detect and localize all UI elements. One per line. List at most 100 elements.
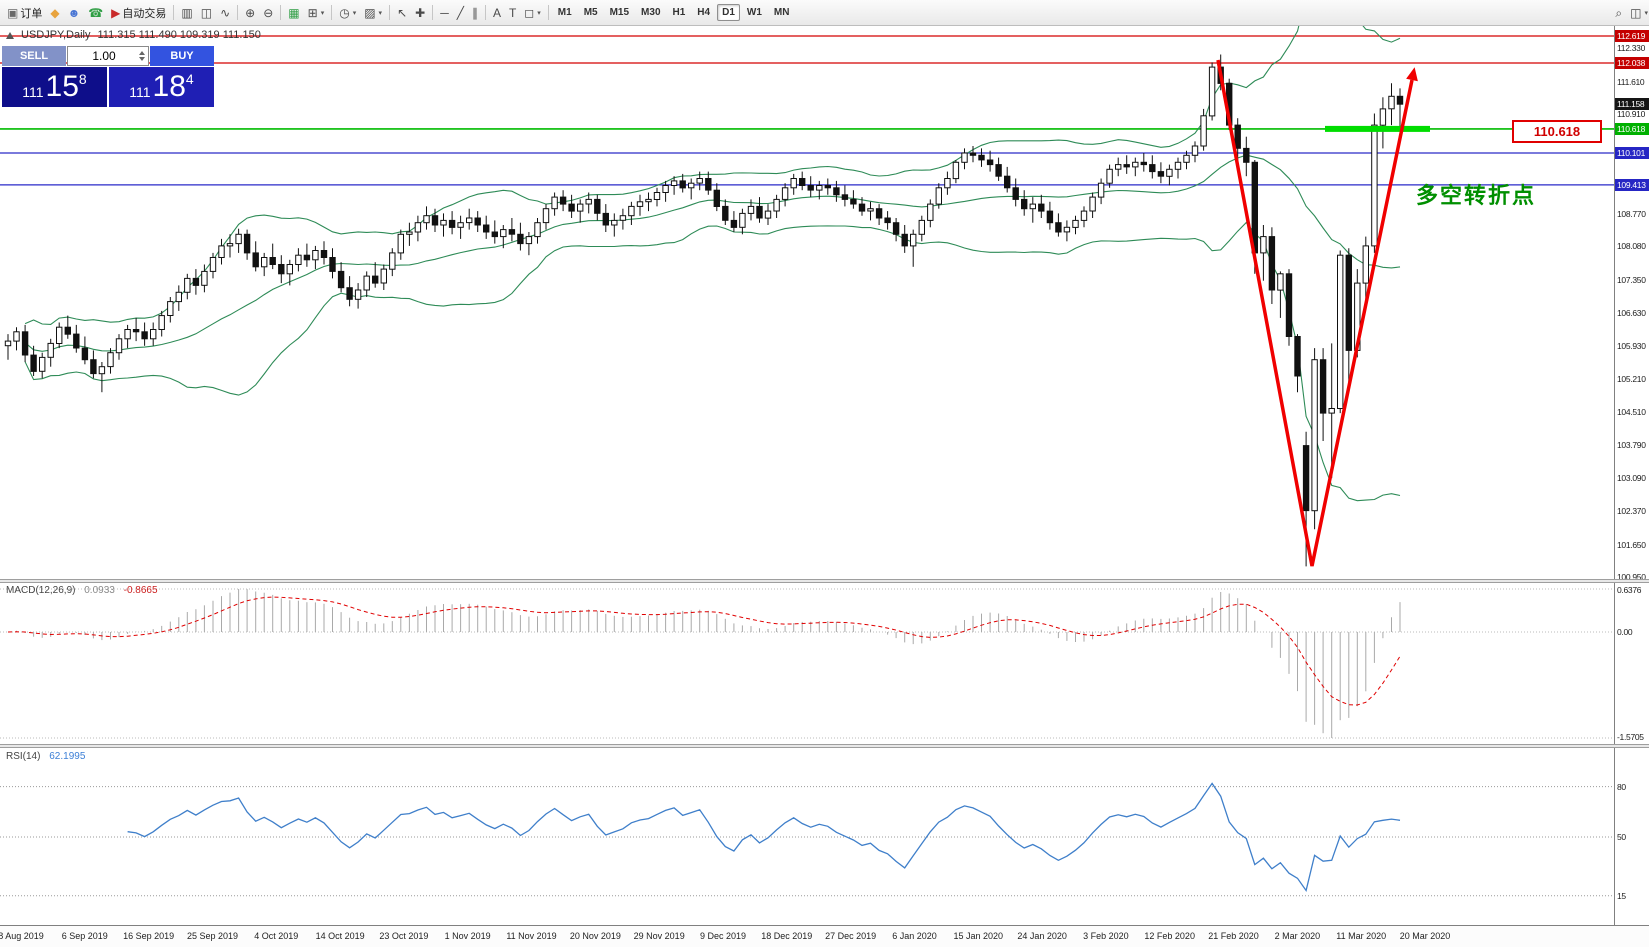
horizontal-line-icon: ─ <box>440 5 449 20</box>
time-axis-label: 29 Nov 2019 <box>633 931 685 941</box>
volume-up-icon[interactable] <box>139 51 145 55</box>
period-selector-button[interactable]: ◷ ▾ <box>336 5 359 21</box>
rsi-value: 62.1995 <box>49 751 86 762</box>
buy-price-display[interactable]: 111 18 4 <box>109 67 214 107</box>
price-axis-label: 110.101 <box>1615 147 1649 159</box>
macd-histogram <box>16 589 1401 738</box>
volume-input[interactable]: 1.00 <box>67 46 149 66</box>
autotrading-button[interactable]: ▶ 自动交易 <box>108 4 169 22</box>
volume-stepper[interactable] <box>139 51 145 61</box>
shapes-button[interactable]: ◻ ▾ <box>521 5 543 21</box>
line-chart-button[interactable]: ∿ <box>217 5 233 21</box>
timeframe-h4-button[interactable]: H4 <box>697 7 711 18</box>
price-axis-label: 103.790 <box>1617 440 1646 451</box>
chart-symbols-button[interactable]: ◫ ▾ <box>1627 5 1649 21</box>
price-axis-label: 106.630 <box>1617 308 1646 319</box>
time-axis-label: 4 Oct 2019 <box>254 931 299 941</box>
crosshair-button[interactable]: ✚ <box>412 5 428 21</box>
panel-separator[interactable] <box>0 744 1649 748</box>
support-phone-button[interactable]: ☎ <box>85 5 106 21</box>
support-phone-icon: ☎ <box>88 5 104 20</box>
volume-value: 1.00 <box>92 49 116 63</box>
mql5-community-button[interactable]: ◆ <box>47 5 62 21</box>
time-axis-label: 9 Dec 2019 <box>699 931 747 941</box>
time-axis-label: 23 Oct 2019 <box>379 931 429 941</box>
toolbar-separator <box>547 5 549 20</box>
time-axis-label: 11 Mar 2020 <box>1336 931 1387 941</box>
trendline-button[interactable]: ╱ <box>454 5 467 21</box>
timeframe-m15-button[interactable]: M15 <box>609 7 630 18</box>
time-axis-label: 16 Sep 2019 <box>123 931 175 941</box>
macd-axis-max-label: 0.6376 <box>1617 585 1642 595</box>
time-axis[interactable]: 8 Aug 2019 6 Sep 2019 16 Sep 2019 25 Sep 20… <box>0 925 1649 947</box>
candlesticks <box>4 54 1404 567</box>
macd-value-signal: -0.8665 <box>123 585 158 596</box>
shapes-icon: ◻ <box>524 5 535 20</box>
buy-button[interactable]: BUY <box>150 46 214 66</box>
new-chart-button[interactable]: ⊞ ▾ <box>305 5 328 21</box>
price-axis-label: 111.610 <box>1617 76 1645 87</box>
time-axis-label: 18 Dec 2019 <box>761 931 813 941</box>
timeframe-mn-button[interactable]: MN <box>773 7 790 18</box>
time-axis-label: 25 Sep 2019 <box>186 931 239 941</box>
timeframe-m30-button[interactable]: M30 <box>641 7 661 18</box>
new-order-icon: ▣ <box>7 5 19 20</box>
equidistant-channel-icon: ∥ <box>471 5 478 20</box>
chart-title: USDJPY,Daily 111.315 111.490 109.319 111… <box>6 29 261 41</box>
buy-price-big: 18 <box>152 70 186 103</box>
equidistant-channel-button[interactable]: ∥ <box>469 5 481 21</box>
red-v-reversal-arrow[interactable] <box>1216 59 1414 567</box>
text-label-button[interactable]: T <box>506 5 519 21</box>
search-button[interactable]: ⌕ <box>1612 5 1625 21</box>
thick-green-level-segment[interactable] <box>1325 125 1430 132</box>
cursor-button[interactable]: ↖ <box>394 5 410 21</box>
sell-price-display[interactable]: 111 15 8 <box>2 67 107 107</box>
zoom-out-icon: ⊖ <box>263 5 274 20</box>
toolbar-separator <box>484 5 486 20</box>
rsi-name: RSI(14) <box>6 751 41 762</box>
time-axis-label: 14 Oct 2019 <box>315 931 365 941</box>
zoom-in-button[interactable]: ⊕ <box>242 5 258 21</box>
user-button[interactable]: ☻ <box>65 5 84 21</box>
price-axis[interactable]: 112.619 112.330 112.038 111.610 111.158 110.9… <box>1615 25 1649 925</box>
candlestick-chart-button[interactable]: ◫ <box>198 5 215 21</box>
sell-button[interactable]: SELL <box>2 46 66 66</box>
chart-annotation-text[interactable]: 多空转折点 <box>1416 183 1537 208</box>
price-level-label[interactable]: 110.618 <box>1512 120 1602 143</box>
chevron-down-icon: ▾ <box>1644 9 1648 17</box>
buy-price-sup: 4 <box>185 71 194 87</box>
zoom-out-button[interactable]: ⊖ <box>260 5 276 21</box>
toolbar-right-buttons: ⌕ ◫ ▾ <box>1611 5 1649 21</box>
bar-chart-button[interactable]: ▥ <box>178 5 195 21</box>
price-axis-label: 112.038 <box>1615 57 1649 69</box>
zoom-in-icon: ⊕ <box>245 5 256 20</box>
bollinger-upper-band <box>24 26 1401 325</box>
timeframe-m1-button[interactable]: M1 <box>557 7 572 18</box>
macd-name: MACD(12,26,9) <box>6 585 76 596</box>
user-icon: ☻ <box>67 5 81 20</box>
crosshair-icon: ✚ <box>415 5 426 20</box>
rsi-axis-level-label: 80 <box>1617 781 1626 792</box>
autotrading-label: 自动交易 <box>122 7 167 20</box>
new-order-button[interactable]: ▣ 订单 <box>4 4 45 22</box>
one-click-trading-panel: SELL 1.00 BUY 111 15 8 111 18 4 <box>2 46 214 107</box>
timeframe-d1-button[interactable]: D1 <box>717 4 740 21</box>
volume-down-icon[interactable] <box>139 57 145 61</box>
template-button[interactable]: ▨ ▾ <box>361 5 385 21</box>
sell-price-prefix: 111 <box>22 84 44 100</box>
timeframe-w1-button[interactable]: W1 <box>746 7 762 18</box>
price-axis-label: 111.158 <box>1615 97 1649 110</box>
tile-windows-button[interactable]: ▦ <box>285 5 302 21</box>
timeframe-h1-button[interactable]: H1 <box>672 7 686 18</box>
time-axis-label: 3 Feb 2020 <box>1083 931 1129 941</box>
chart-ohlc-values: 111.315 111.490 109.319 111.150 <box>97 29 261 41</box>
text-tool-button[interactable]: A <box>490 5 504 21</box>
panel-separator[interactable] <box>0 579 1649 583</box>
price-axis-label: 112.619 <box>1615 30 1649 42</box>
timeframe-m5-button[interactable]: M5 <box>583 7 598 18</box>
price-axis-label: 105.210 <box>1617 374 1646 385</box>
cursor-icon: ↖ <box>397 5 408 20</box>
horizontal-line-button[interactable]: ─ <box>437 5 452 21</box>
